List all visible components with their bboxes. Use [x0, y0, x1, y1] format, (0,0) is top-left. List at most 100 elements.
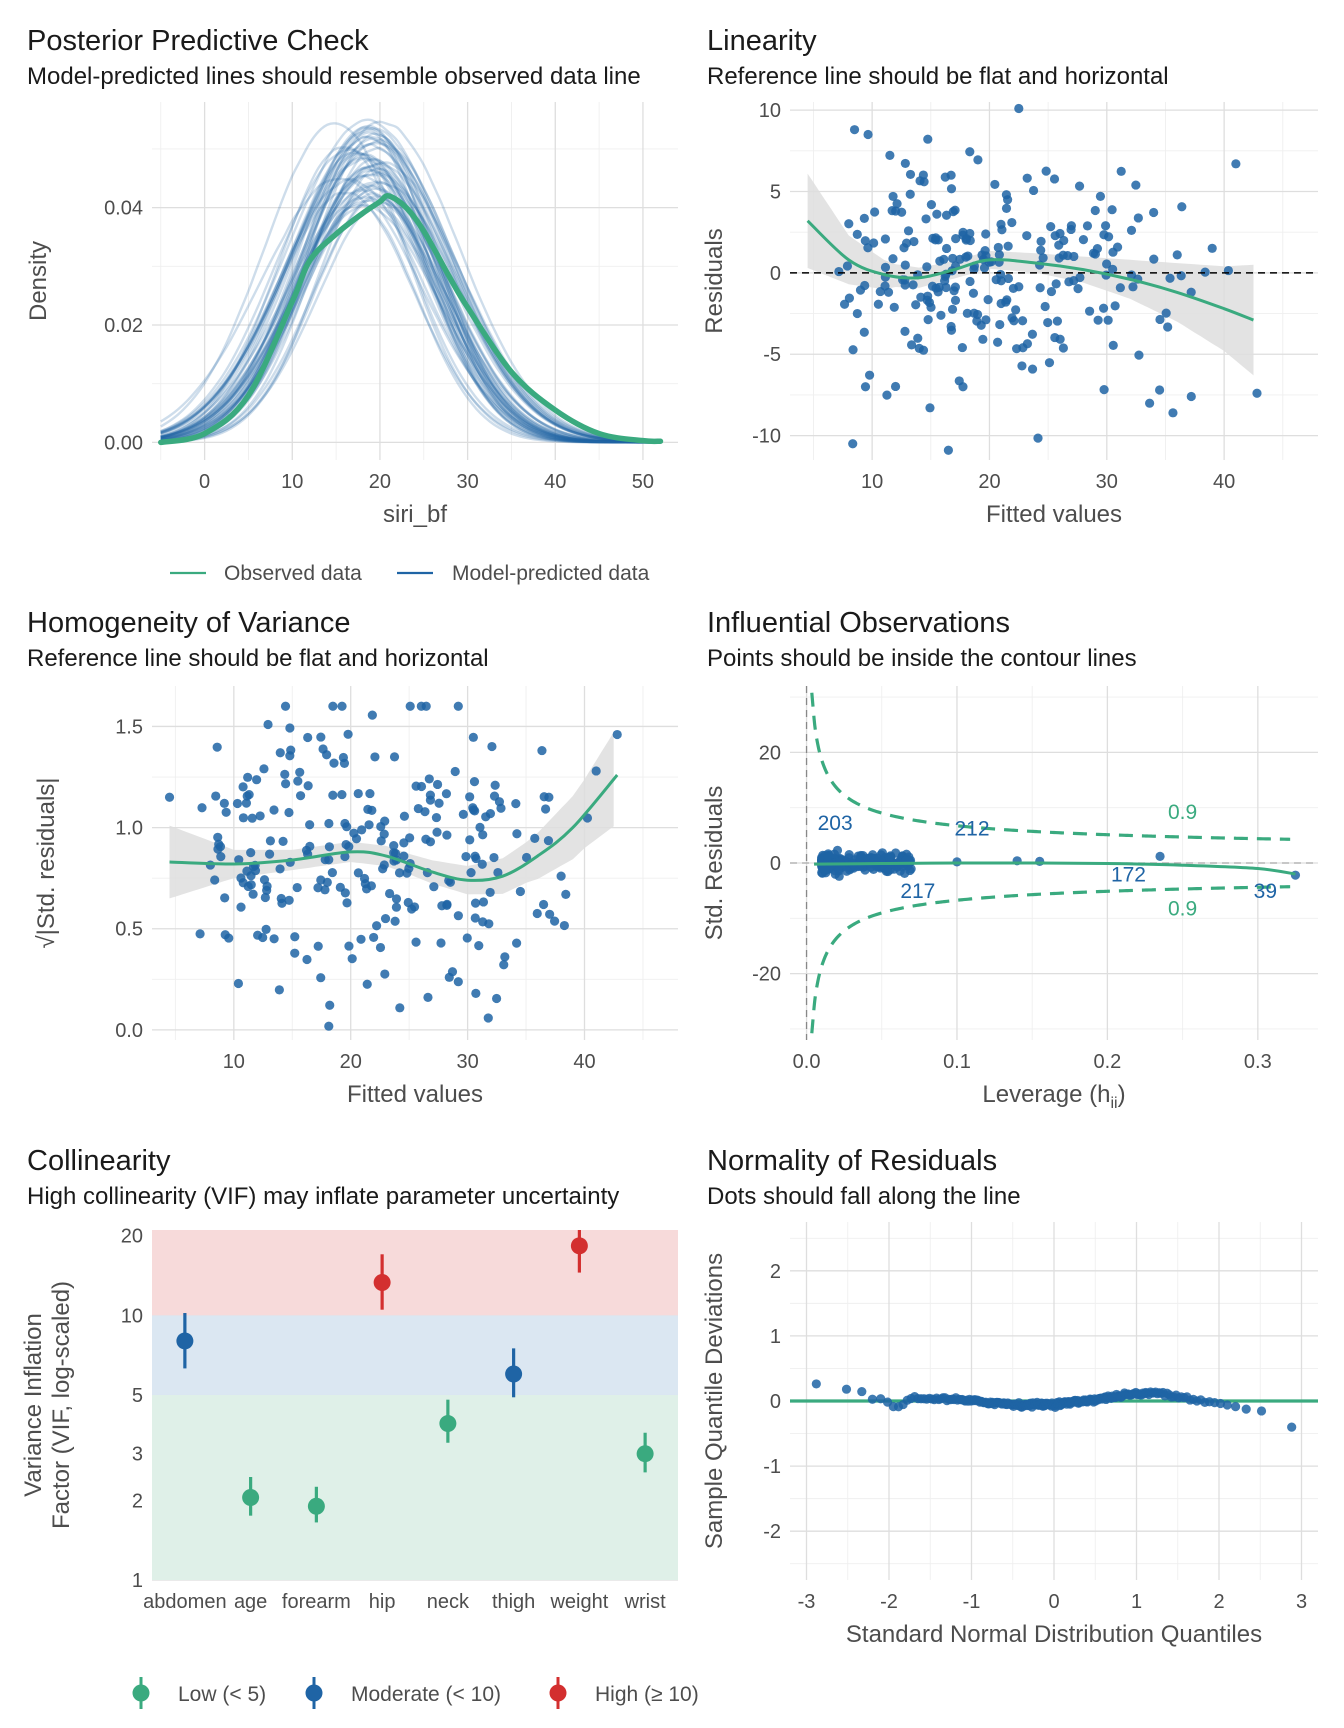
collinearity-panel: Collinearity High collinearity (VIF) may … [20, 1145, 699, 1709]
linearity-confidence-band [807, 173, 1254, 376]
ppc-draw-line [160, 189, 661, 444]
std-residual-point [491, 993, 502, 1004]
residual-point [933, 235, 943, 245]
legend-low-key-point [132, 1684, 150, 1702]
residual-point [1055, 228, 1065, 239]
residual-point [950, 295, 961, 306]
quantile-point [1230, 1401, 1241, 1412]
std-residual-point [543, 836, 554, 846]
std-residual-point [362, 979, 372, 989]
std-residual-point [376, 821, 386, 832]
residual-point [1038, 253, 1048, 263]
std-residual-point [213, 832, 223, 842]
std-residual-point [340, 818, 350, 829]
x-tick-label: -1 [963, 1591, 981, 1613]
ppc-draw-line [160, 201, 661, 444]
residual-point [1033, 433, 1043, 443]
std-residual-point [470, 898, 481, 908]
residual-point [941, 243, 952, 254]
residual-point [983, 295, 993, 305]
x-tick-label: 0.0 [793, 1051, 821, 1073]
vif-point-forearm [307, 1497, 325, 1515]
residual-point [1082, 221, 1093, 231]
ppc-draw-line [160, 141, 661, 444]
ppc-draw-line [160, 191, 661, 444]
residual-point [1046, 286, 1057, 297]
std-residual-point [425, 795, 436, 805]
homogeneity-panel: Homogeneity of Variance Reference line sh… [27, 607, 678, 1108]
influential-panel: Influential Observations Points should be… [701, 607, 1318, 1112]
residual-point [889, 302, 899, 312]
ppc-draw-line [160, 196, 661, 444]
std-residual-point [367, 710, 377, 720]
residual-point [903, 226, 914, 236]
residual-point [1098, 303, 1109, 313]
linearity-panel: Linearity Reference line should be flat a… [701, 25, 1318, 528]
residual-point [994, 250, 1004, 260]
std-residual-point [499, 960, 509, 970]
y-tick-label: 1.0 [115, 818, 143, 840]
std-residual-point [399, 811, 410, 821]
std-residual-point [325, 1000, 335, 1010]
residual-point [1177, 202, 1187, 212]
x-tick-label: 0 [199, 471, 210, 493]
std-residual-point [243, 772, 253, 782]
y-tick-label: 0.04 [104, 198, 143, 220]
residual-point [950, 282, 960, 292]
residual-point [913, 333, 923, 343]
residual-point [855, 285, 866, 295]
std-residual-point [344, 941, 354, 951]
ppc-draw-line [160, 128, 661, 444]
residual-point [1131, 180, 1141, 190]
residual-point [919, 177, 929, 187]
y-tick-label: -5 [763, 344, 781, 366]
std-residual-point [220, 893, 230, 903]
residual-point [880, 234, 890, 244]
residual-point [923, 134, 933, 144]
contour-label-upper: 0.9 [1168, 801, 1197, 824]
quantile-point [811, 1379, 821, 1389]
residual-point [1050, 332, 1060, 343]
residual-point [1014, 103, 1024, 114]
residual-point [844, 293, 855, 303]
residual-point [926, 199, 937, 210]
residual-point [905, 169, 916, 180]
residual-point [1149, 254, 1159, 264]
residual-point [1028, 185, 1039, 196]
residual-point [993, 242, 1003, 253]
homogeneity-points [164, 701, 622, 1031]
std-residual-point [303, 781, 313, 791]
std-residual-point [380, 969, 390, 979]
std-residual-point [453, 977, 463, 987]
std-residual-point [329, 758, 339, 768]
homogeneity-x-axis-label: Fitted values [347, 1081, 483, 1108]
y-tick-label: -2 [763, 1521, 781, 1543]
legend-predicted-label: Model-predicted data [452, 562, 650, 585]
residual-point [1231, 159, 1241, 169]
residual-point [963, 251, 973, 261]
residual-point [1001, 203, 1012, 213]
vif-point-weight [570, 1237, 588, 1255]
std-residual-point [301, 845, 312, 855]
x-tick-label: 40 [573, 1051, 595, 1073]
std-residual-point [316, 732, 326, 742]
normality-x-axis-label: Standard Normal Distribution Quantiles [846, 1621, 1262, 1648]
residual-point [1110, 301, 1120, 311]
residual-point [1046, 221, 1056, 232]
residual-point [1043, 317, 1053, 328]
residual-point [1223, 265, 1233, 276]
std-residual-point [324, 818, 334, 829]
std-residual-point [259, 764, 269, 774]
residual-point [1058, 343, 1068, 353]
residual-point [1007, 217, 1017, 228]
residual-point [888, 254, 898, 264]
std-residual-point [556, 871, 566, 881]
residual-point [939, 254, 949, 264]
residual-point [1007, 313, 1017, 323]
residual-point [965, 276, 975, 287]
y-tick-label: 0 [770, 1391, 781, 1413]
std-residual-point [521, 852, 532, 863]
residual-point [1186, 287, 1196, 297]
std-residual-point [211, 791, 221, 801]
ppc-legend: Observed data Model-predicted data [170, 562, 650, 585]
